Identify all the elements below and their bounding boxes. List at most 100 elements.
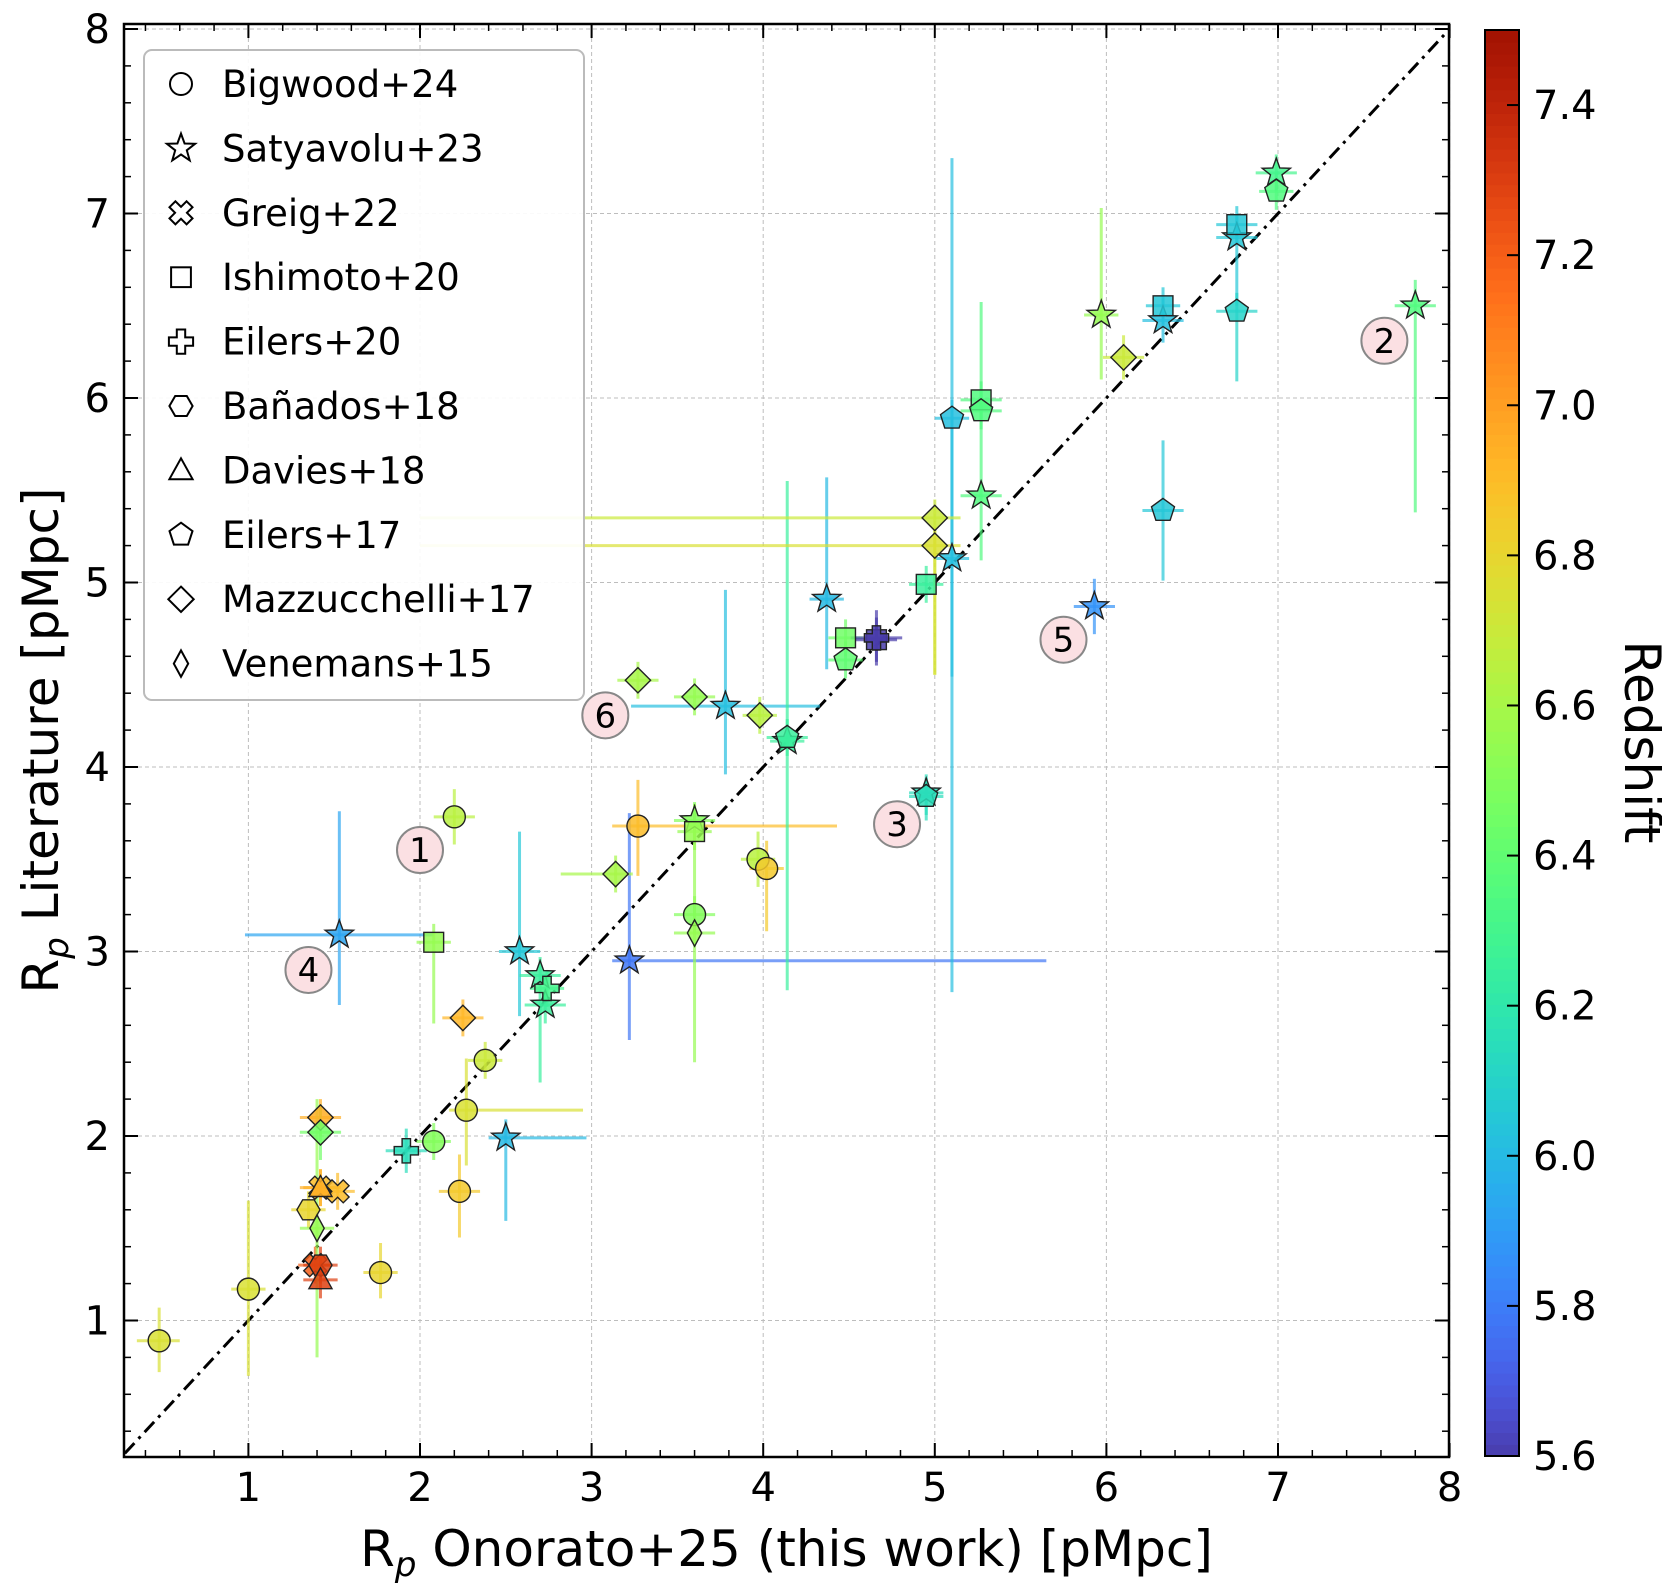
colorbar-segment xyxy=(1485,636,1519,649)
colorbar-segment xyxy=(1485,505,1519,519)
colorbar-segment xyxy=(1485,766,1519,780)
colorbar-segment xyxy=(1485,921,1519,934)
colorbar-segment xyxy=(1485,1349,1519,1362)
colorbar-segment xyxy=(1485,1063,1519,1077)
colorbar-segment xyxy=(1485,529,1519,542)
colorbar-segment xyxy=(1485,374,1519,388)
annotation-label: 6 xyxy=(595,696,617,736)
data-point-diamond-61 xyxy=(624,666,652,694)
legend-box xyxy=(143,49,585,701)
data-point-square-40 xyxy=(1226,213,1248,236)
colorbar-segment xyxy=(1485,1194,1519,1208)
colorbar-segment xyxy=(1485,77,1519,91)
annotation-6: 6 xyxy=(581,691,630,740)
data-point-circle-2 xyxy=(368,1260,393,1285)
plot-frame xyxy=(122,22,1451,1459)
colorbar-tick-label: 7.2 xyxy=(1533,233,1597,279)
legend-label: Bigwood+24 xyxy=(222,63,458,106)
colorbar-segment xyxy=(1485,1206,1519,1220)
colorbar-segment xyxy=(1485,1277,1519,1291)
data-point-circle-10 xyxy=(754,856,779,881)
data-point-square-39 xyxy=(1152,295,1174,317)
data-point-pentagon-54 xyxy=(1150,497,1176,521)
colorbar-segment xyxy=(1485,1230,1519,1243)
data-point-diamond-63 xyxy=(746,701,774,729)
colorbar-segment xyxy=(1485,267,1519,281)
y-axis-title-main: R xyxy=(12,959,70,994)
colorbar-segment xyxy=(1485,1111,1519,1125)
annotation-label: 2 xyxy=(1374,322,1396,362)
colorbar-segment xyxy=(1485,1040,1519,1053)
legend-entry: Mazzucchelli+17 xyxy=(166,578,535,621)
colorbar-segment xyxy=(1485,814,1519,827)
legend-entry: Bañados+18 xyxy=(168,385,460,428)
colorbar-tick-label: 7.4 xyxy=(1533,83,1597,129)
data-point-star-19 xyxy=(709,689,742,720)
colorbar-tick-label: 6.2 xyxy=(1533,984,1597,1030)
data-point-triangle-47 xyxy=(307,1174,334,1198)
annotation-circle xyxy=(1039,615,1088,664)
colorbar-segment xyxy=(1485,826,1519,839)
legend-marker-hexagon xyxy=(168,395,194,417)
colorbar-segment xyxy=(1485,873,1519,887)
annotation-label: 3 xyxy=(886,805,908,845)
data-point-diamond-60 xyxy=(602,860,630,888)
y-tick-label: 6 xyxy=(85,376,110,422)
data-point-triangle-48 xyxy=(307,1266,334,1290)
legend-entry: Eilers+17 xyxy=(168,514,401,557)
y-tick-label: 4 xyxy=(85,745,110,791)
colorbar-segment xyxy=(1485,778,1519,792)
colorbar-segment xyxy=(1485,719,1519,732)
colorbar-segment xyxy=(1485,885,1519,899)
data-point-star-23 xyxy=(965,478,998,510)
colorbar-segment xyxy=(1485,1325,1519,1338)
colorbar-segment xyxy=(1485,897,1519,911)
colorbar-title: Redshift xyxy=(1613,641,1662,844)
colorbar-segment xyxy=(1485,481,1519,495)
y-tick-label: 3 xyxy=(85,930,110,976)
data-point-circle-0 xyxy=(147,1329,171,1353)
legend-label: Bañados+18 xyxy=(222,385,460,428)
colorbar-tick-label: 7.0 xyxy=(1533,383,1597,429)
data-point-square-37 xyxy=(915,573,937,595)
colorbar-segment xyxy=(1485,172,1519,186)
colorbar-segment xyxy=(1485,493,1519,507)
colorbar-segment xyxy=(1485,220,1519,233)
colorbar-segment xyxy=(1485,909,1519,923)
y-tick-label: 1 xyxy=(85,1299,110,1345)
annotation-4: 4 xyxy=(284,945,333,994)
colorbar-segment xyxy=(1485,612,1519,625)
colorbar-segment xyxy=(1485,1432,1519,1445)
data-point-pentagon-55 xyxy=(1224,298,1250,322)
colorbar-segment xyxy=(1485,279,1519,293)
colorbar-segment xyxy=(1485,125,1519,138)
legend-marker-star xyxy=(164,130,198,163)
colorbar-segment xyxy=(1485,232,1519,245)
data-point-thin-diamond-68 xyxy=(686,918,703,948)
legend-marker-circle xyxy=(169,72,193,96)
colorbar-segment xyxy=(1485,659,1519,673)
colorbar-segment xyxy=(1485,410,1519,423)
colorbar-segment xyxy=(1485,1135,1519,1148)
colorbar-segment xyxy=(1485,838,1519,851)
colorbar-segment xyxy=(1485,1265,1519,1279)
colorbar-segment xyxy=(1485,980,1519,994)
annotation-label: 4 xyxy=(298,951,320,991)
legend-marker-thin-diamond xyxy=(172,648,190,679)
data-point-circle-8 xyxy=(626,814,650,838)
legend-marker-pentagon xyxy=(168,521,194,546)
legend-entry: Bigwood+24 xyxy=(169,63,458,106)
colorbar: 5.6 5.8 6.0 6.2 6.4 6.6 6.8 7.0 7.2 7.4 xyxy=(1484,29,1597,1480)
y-tick-label: 5 xyxy=(85,561,110,607)
annotations: 1 2 3 4 5 6 xyxy=(284,316,1409,994)
y-tick-label: 8 xyxy=(85,7,110,53)
colorbar-segment xyxy=(1485,196,1519,210)
colorbar-segment xyxy=(1485,588,1519,602)
legend-label: Greig+22 xyxy=(222,192,400,235)
colorbar-segment xyxy=(1485,53,1519,67)
data-point-plus-43 xyxy=(534,975,560,1002)
legend-label: Ishimoto+20 xyxy=(222,256,460,299)
colorbar-segment xyxy=(1485,1158,1519,1172)
colorbar-segment xyxy=(1485,1004,1519,1018)
data-point-circle-4 xyxy=(422,1129,446,1154)
